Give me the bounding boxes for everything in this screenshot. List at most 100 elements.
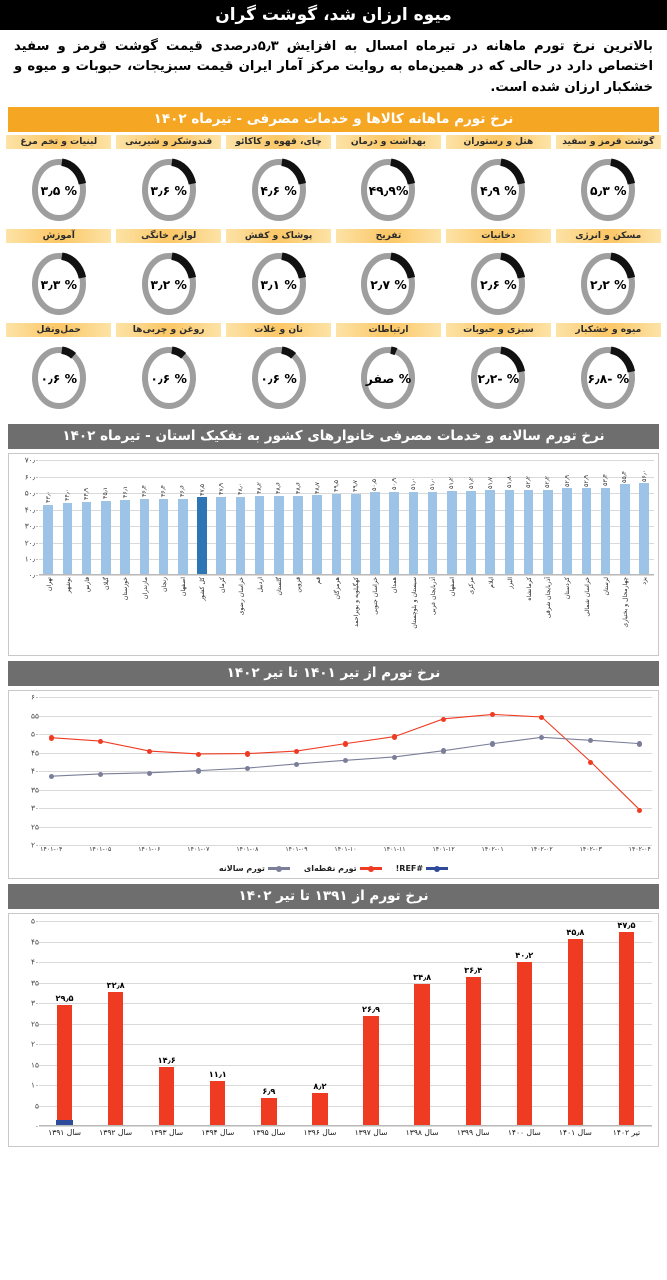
province-chart: ۰٫۰ ۱۰٫۰ ۲۰٫۰ ۳۰٫۰ ۴۰٫۰ ۵۰٫۰ ۶۰٫۰ ۷۰٫۰ ۴۳٫۰ ۴۴٫۰ ۴… — [8, 453, 659, 657]
province-name-label: تهران — [45, 577, 53, 592]
donut-value: ۰٫۶ % — [260, 370, 297, 386]
province-bar-value: ۴۷٫۹ — [217, 482, 225, 495]
y-axis-tick: ۴۰ — [31, 957, 39, 967]
province-bar-value: ۵۶٫۰ — [640, 469, 648, 482]
donut-value: ۵٫۳ % — [590, 182, 627, 198]
gridline — [39, 808, 652, 810]
province-name-label: لرستان — [602, 577, 610, 596]
donut-card: مسکن و انرژی ۲٫۲ % — [555, 229, 661, 321]
y-axis-tick: ۴۰ — [31, 766, 39, 776]
yearly-category-label: سال ۱۳۹۵ — [252, 1128, 286, 1138]
gridline — [39, 1064, 652, 1066]
province-bar — [216, 496, 226, 576]
donut-value: ۳٫۵ % — [40, 182, 78, 198]
line-data-point — [97, 738, 103, 744]
legend-item[interactable]: تورم سالانه — [219, 864, 290, 873]
yearly-bar-value: ۸٫۲ — [313, 1080, 327, 1091]
x-axis-tick: ۱۴۰۱-۰۹ — [285, 846, 308, 854]
donut-chart: ۳٫۲ % — [136, 247, 202, 321]
donut-chart: ۲٫۲- % — [465, 341, 531, 415]
donut-chart: ۰٫۶ % — [26, 341, 92, 415]
province-bar — [235, 496, 246, 576]
donut-card: دخانیات ۲٫۶ % — [445, 229, 552, 321]
province-name-label: فارس — [83, 577, 91, 593]
donut-chart: ۲٫۶ % — [465, 247, 531, 321]
donut-value: ۲٫۲ % — [590, 276, 627, 292]
donut-chart: صفر % — [355, 341, 421, 415]
province-bar — [562, 488, 572, 576]
x-axis-tick: ۱۴۰۱-۱۰ — [334, 846, 357, 854]
province-bar-value: ۴۴٫۹ — [83, 487, 91, 500]
donut-card: قندوشکر و شیرینی ۳٫۶ % — [115, 135, 222, 227]
donut-card: لبنیات و تخم مرغ ۳٫۵ % — [6, 135, 112, 227]
donut-card: سبزی و حبوبات ۲٫۲- % — [445, 323, 552, 415]
donut-chart: ۵٫۳ % — [575, 153, 641, 227]
line-data-point — [146, 748, 152, 754]
line-data-point — [97, 771, 103, 777]
gridline — [39, 1105, 652, 1107]
y-axis-tick: ۳۰ — [31, 803, 39, 813]
legend-label: تورم سالانه — [218, 864, 265, 874]
yearly-category-label: سال ۱۳۹۸ — [405, 1128, 439, 1138]
province-bar — [331, 494, 342, 576]
province-name-label: قم — [314, 577, 322, 585]
yearly-category-label: سال ۱۴۰۰ — [507, 1128, 541, 1138]
y-axis-tick: ۴۵ — [31, 937, 39, 947]
yearly-category-label: سال ۱۳۹۷ — [354, 1128, 388, 1138]
donut-chart: ۴٫۶ % — [246, 153, 312, 227]
donut-value: ۲٫۶ % — [480, 276, 517, 292]
yearly-category-label: سال ۱۳۹۶ — [303, 1128, 337, 1138]
x-axis-tick: ۱۴۰۱-۱۲ — [432, 846, 455, 854]
donut-value: صفر % — [365, 370, 412, 386]
province-name-label: مازندران — [141, 577, 149, 600]
gridline — [39, 460, 654, 462]
province-bar-value: ۴۶٫۴ — [140, 485, 148, 498]
donut-card: روغن و چربی‌ها ۰٫۶ % — [115, 323, 222, 415]
province-bar — [158, 499, 169, 576]
province-bar-value: ۵۱٫۰ — [409, 477, 417, 490]
y-axis-tick: ۶۰ — [31, 692, 39, 702]
donut-category-label: دخانیات — [445, 229, 552, 244]
province-bar-value: ۴۸٫۷ — [313, 481, 321, 494]
yearly-category-label: سال ۱۳۹۴ — [201, 1128, 235, 1138]
donut-category-label: مسکن و انرژی — [555, 229, 661, 244]
province-bar — [293, 495, 303, 576]
yearly-bar-value: ۴۰٫۲ — [515, 949, 534, 960]
x-axis-tick: ۱۴۰۱-۰۵ — [89, 846, 112, 854]
province-name-label: گیلان — [103, 577, 111, 591]
legend-item[interactable]: #REF! — [396, 864, 449, 873]
donut-category-label: هتل و رستوران — [445, 135, 552, 150]
province-name-label: کرمانشاه — [526, 577, 533, 601]
province-bar — [600, 487, 611, 576]
province-bar — [254, 496, 265, 576]
donut-card: هتل و رستوران ۴٫۹ % — [445, 135, 552, 227]
province-bar-value: ۵۱٫۲ — [448, 477, 456, 490]
gridline — [39, 509, 654, 511]
donut-category-label: حمل‌ونقل — [6, 323, 112, 338]
donut-value: ۴٫۶ % — [260, 182, 297, 198]
donut-chart: ۰٫۶ % — [246, 341, 312, 415]
province-bar — [427, 491, 438, 576]
province-name-label: آذربایجان غربی — [429, 577, 437, 616]
gridline — [39, 542, 654, 544]
province-name-label: کهگیلویه و بویراحمد — [353, 577, 361, 628]
province-bar-value: ۵۲٫۲ — [544, 475, 552, 488]
province-bar-value: ۵۳٫۴ — [602, 473, 610, 486]
province-name-label: چهارمحال و بختیاری — [622, 577, 630, 628]
line-data-point — [490, 741, 496, 747]
donut-row-1: گوشت قرمز و سفید ۵٫۳ % هتل و رستوران ۴٫۹ % ب… — [6, 135, 661, 227]
legend-swatch — [426, 865, 449, 872]
x-axis-tick: ۱۴۰۲-۰۱ — [481, 846, 504, 854]
y-axis-tick: ۵۰ — [31, 916, 39, 926]
province-bar-value: ۵۱٫۰ — [429, 477, 437, 490]
legend-item[interactable]: تورم نقطه‌ای — [304, 864, 382, 873]
y-axis-tick: ۴۰٫۰ — [24, 505, 39, 515]
line-data-point — [146, 770, 152, 776]
yearly-bar-value: ۱۱٫۱ — [208, 1068, 227, 1079]
yearly-bar — [363, 1016, 379, 1127]
line-data-point — [195, 768, 201, 774]
donut-chart: ۲٫۷ % — [355, 247, 421, 321]
donut-value: ۴٫۹ % — [480, 182, 517, 198]
province-bar — [466, 491, 476, 576]
donut-card: نان و غلات ۰٫۶ % — [225, 323, 332, 415]
